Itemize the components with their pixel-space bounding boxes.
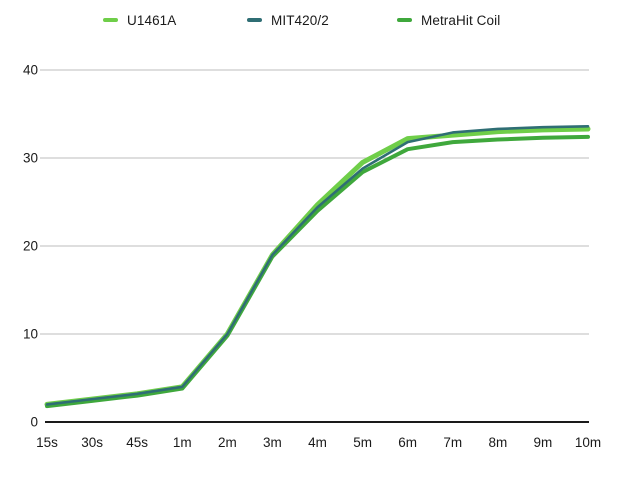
x-tick-label: 5m — [353, 435, 372, 450]
series-line-u1461a — [44, 126, 591, 407]
x-tick-label: 30s — [81, 435, 103, 450]
legend-label-metrahit-coil: MetraHit Coil — [421, 12, 501, 28]
y-tick-label: 40 — [23, 63, 38, 78]
legend-item-metrahit-coil: MetraHit Coil — [397, 12, 500, 28]
legend-swatch-u1461a — [103, 18, 118, 22]
legend: U1461A MIT420/2 MetraHit Coil — [0, 12, 620, 30]
x-tick-label: 9m — [534, 435, 553, 450]
x-tick-label: 1m — [173, 435, 192, 450]
x-tick-label: 45s — [126, 435, 148, 450]
y-tick-label: 20 — [23, 239, 38, 254]
x-tick-label: 8m — [488, 435, 507, 450]
legend-swatch-metrahit-coil — [397, 18, 412, 22]
legend-label-mit420-2: MIT420/2 — [271, 12, 329, 28]
y-tick-label: 30 — [23, 151, 38, 166]
x-tick-label: 2m — [218, 435, 237, 450]
x-tick-label: 3m — [263, 435, 282, 450]
legend-swatch-mit420-2 — [247, 18, 262, 22]
legend-item-u1461a: U1461A — [103, 12, 176, 28]
y-tick-label: 0 — [30, 415, 38, 430]
x-tick-label: 7m — [443, 435, 462, 450]
y-tick-label: 10 — [23, 327, 38, 342]
legend-label-u1461a: U1461A — [127, 12, 177, 28]
x-tick-label: 10m — [575, 435, 601, 450]
series-line-mit420-2 — [45, 125, 590, 406]
x-tick-label: 4m — [308, 435, 327, 450]
x-tick-label: 15s — [36, 435, 58, 450]
x-tick-label: 6m — [398, 435, 417, 450]
series-line-metrahit-coil — [45, 134, 590, 409]
legend-item-mit420-2: MIT420/2 — [247, 12, 329, 28]
